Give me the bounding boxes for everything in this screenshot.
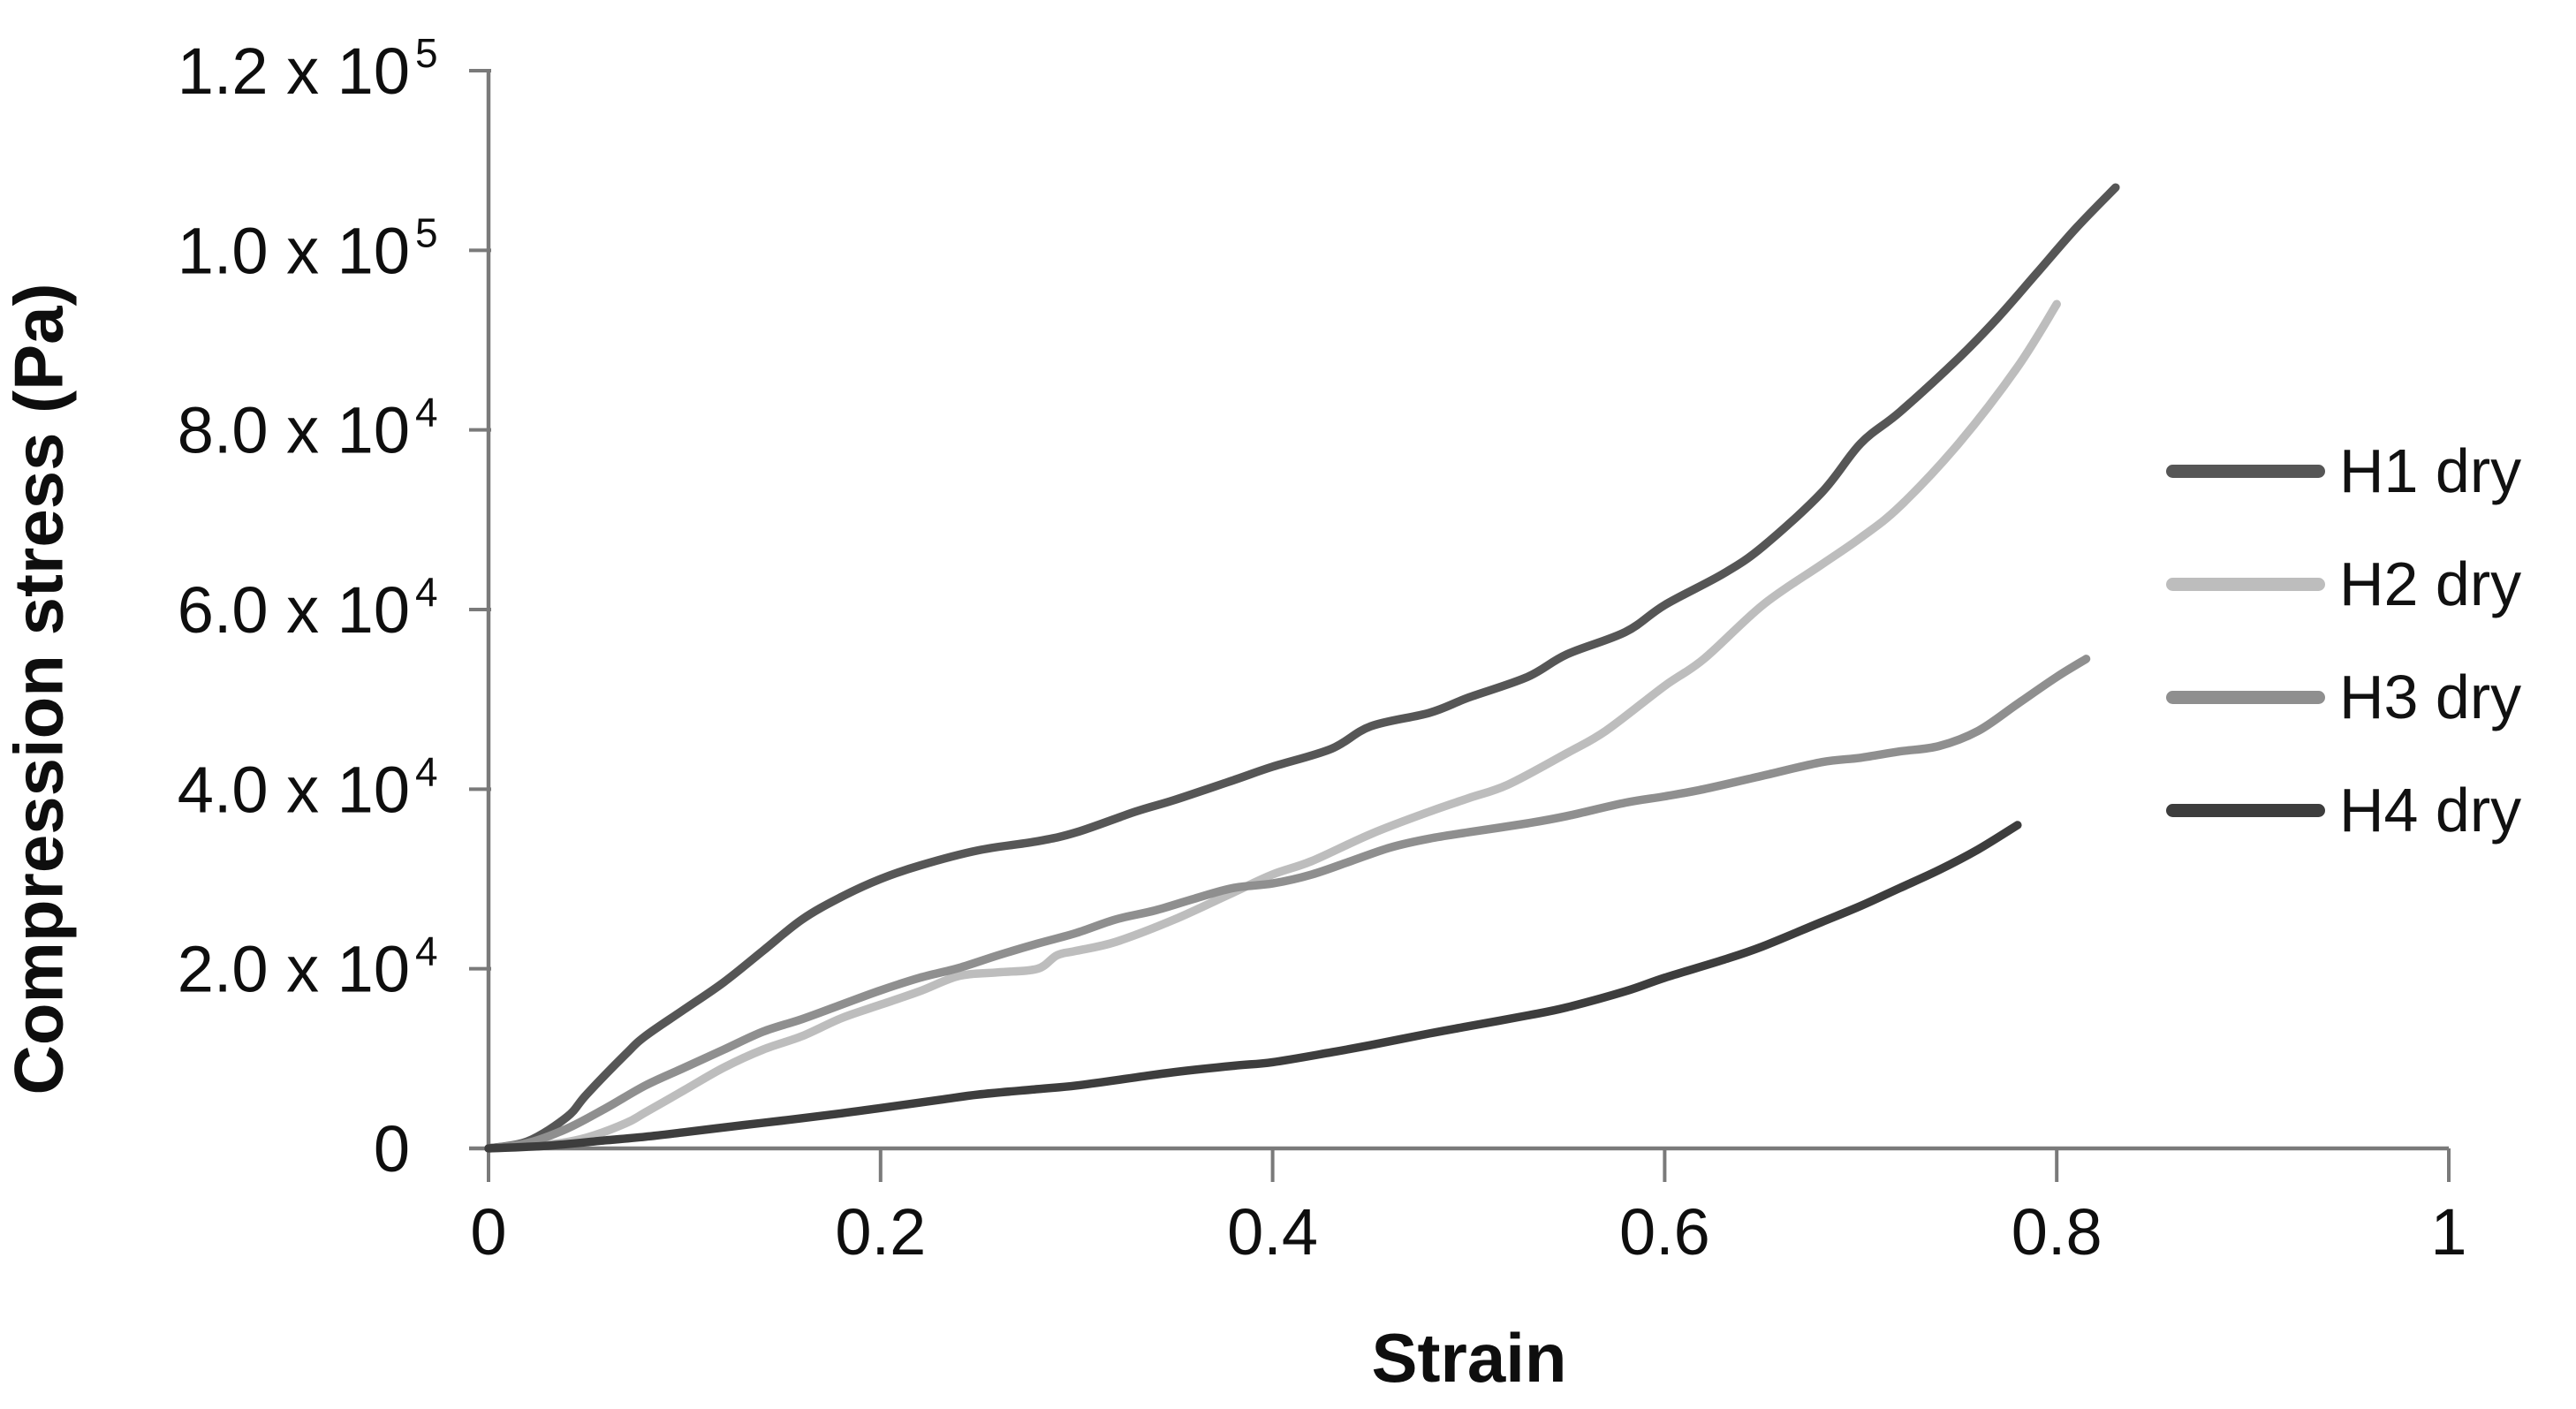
y-tick-label: 0: [374, 1112, 410, 1186]
y-tick-label: 1.2 x 10: [178, 34, 410, 108]
legend-swatch-h3-dry: [2166, 690, 2325, 704]
legend-label-h4-dry: H4 dry: [2339, 776, 2522, 845]
y-tick-label: 2.0 x 10: [178, 933, 410, 1006]
legend-label-h2-dry: H2 dry: [2339, 549, 2522, 618]
x-tick-label: 0: [470, 1195, 506, 1269]
x-tick-label: 0.8: [2012, 1195, 2102, 1269]
series-line-h3-dry: [484, 655, 2091, 1153]
x-tick-label: 0.2: [835, 1195, 926, 1269]
y-tick-label: 1.0 x 10: [178, 214, 410, 287]
legend-item-h3-dry: H3 dry: [2166, 662, 2521, 732]
legend-swatch-h1-dry: [2166, 464, 2325, 478]
legend-swatch-h2-dry: [2166, 577, 2325, 591]
legend-label-h1-dry: H1 dry: [2339, 436, 2522, 505]
legend: H1 dry H2 dry H3 dry H4 dry: [2166, 436, 2521, 845]
legend-label-h3-dry: H3 dry: [2339, 663, 2522, 731]
legend-item-h2-dry: H2 dry: [2166, 549, 2521, 619]
y-tick-exponent: 4: [415, 928, 438, 974]
series-line-h1-dry: [484, 183, 2120, 1153]
y-tick-exponent: 5: [415, 209, 438, 255]
x-tick-label: 0.6: [1619, 1195, 1710, 1269]
x-tick-label: 0.4: [1227, 1195, 1318, 1269]
y-tick-label: 8.0 x 10: [178, 394, 410, 467]
y-tick-label: 6.0 x 10: [178, 573, 410, 647]
y-tick-exponent: 4: [415, 390, 438, 436]
legend-swatch-h4-dry: [2166, 803, 2325, 817]
y-axis-title: Compression stress (Pa): [0, 283, 78, 1095]
x-axis-title: Strain: [1371, 1319, 1567, 1397]
y-tick-label: 4.0 x 10: [178, 753, 410, 826]
series-line-h2-dry: [484, 299, 2061, 1153]
y-tick-exponent: 4: [415, 748, 438, 794]
series-line-h4-dry: [484, 821, 2022, 1153]
y-tick-exponent: 5: [415, 30, 438, 76]
x-tick-label: 1: [2430, 1195, 2466, 1269]
legend-item-h4-dry: H4 dry: [2166, 775, 2521, 845]
legend-item-h1-dry: H1 dry: [2166, 436, 2521, 506]
y-tick-exponent: 4: [415, 569, 438, 615]
